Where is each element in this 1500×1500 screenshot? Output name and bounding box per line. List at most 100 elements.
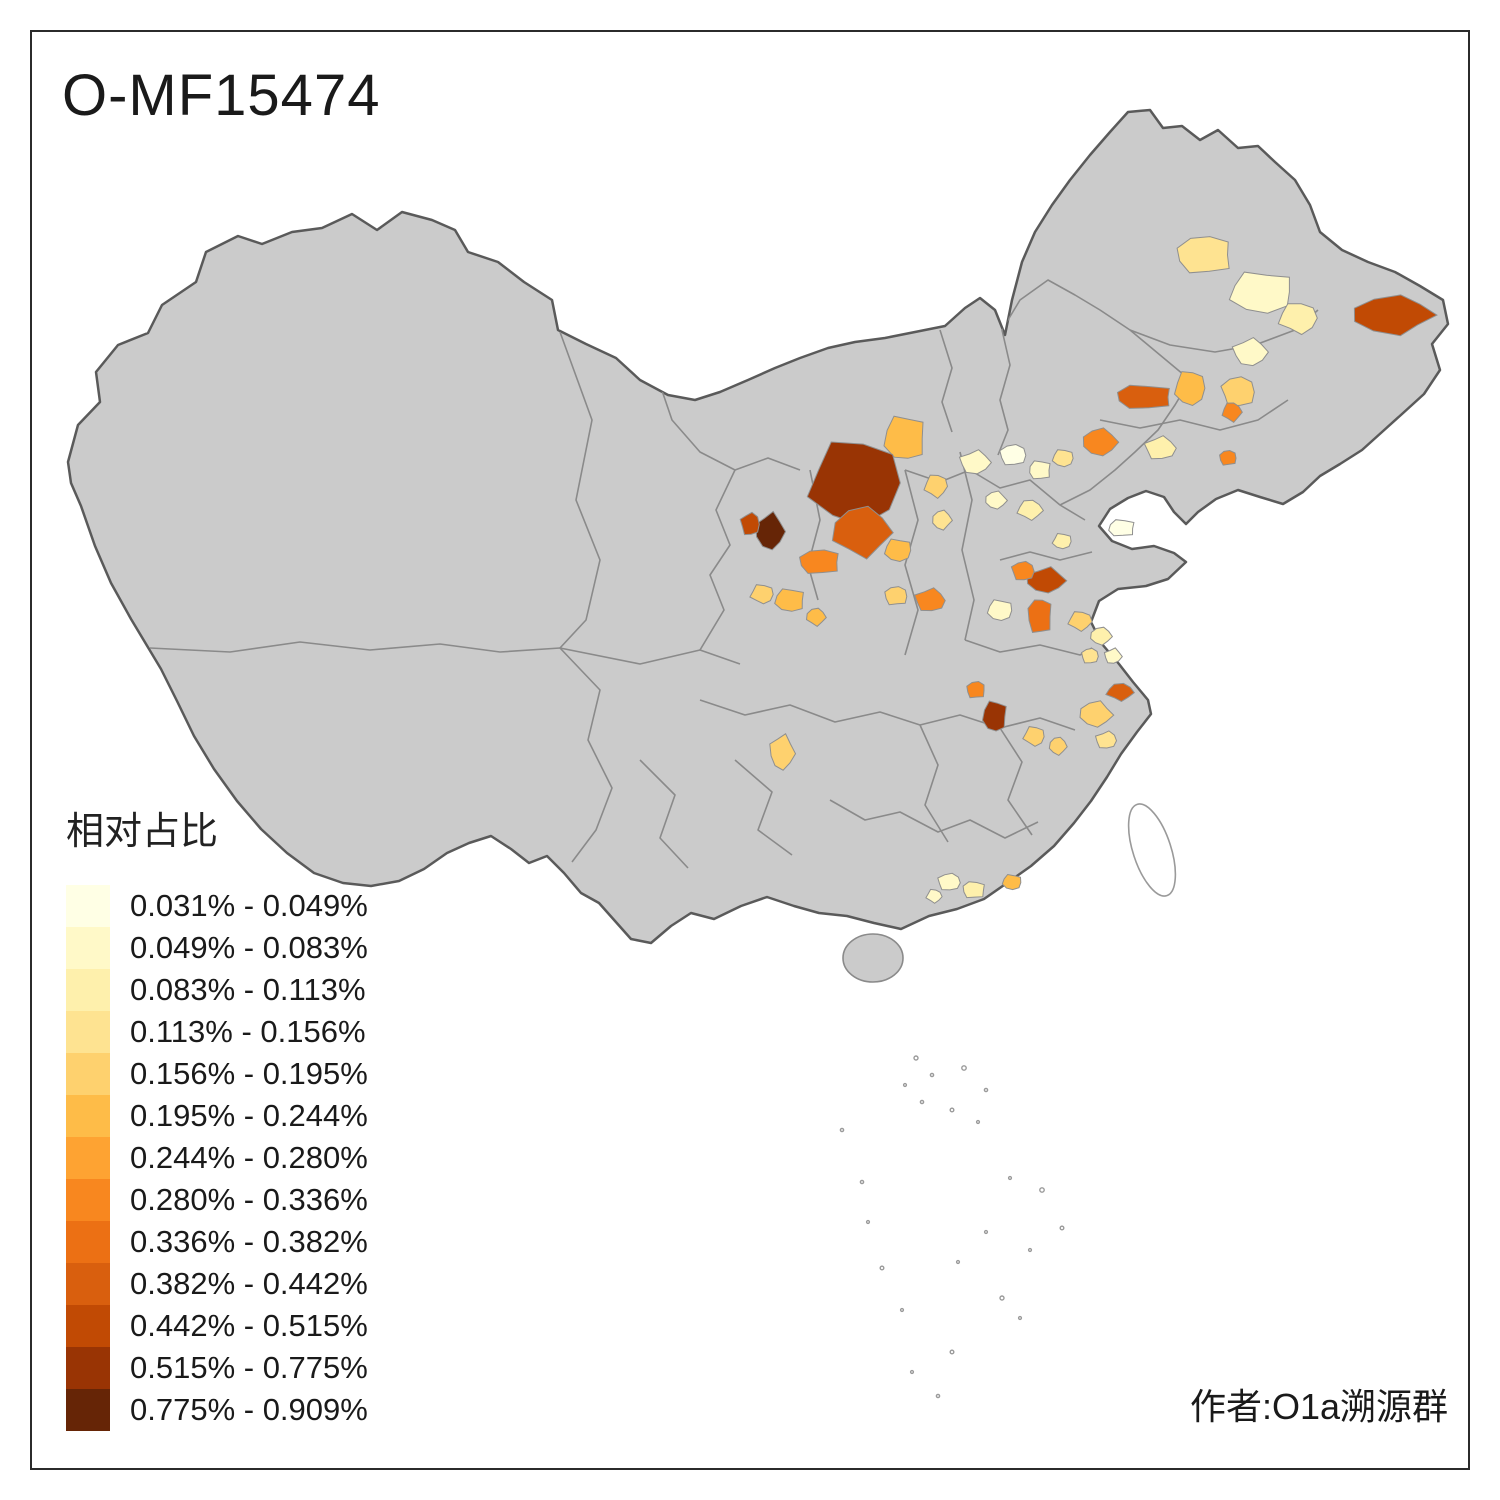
prefecture-region — [1173, 371, 1206, 407]
hainan-island — [842, 933, 904, 983]
legend-swatch — [66, 1095, 110, 1137]
prefecture-region — [1022, 726, 1045, 747]
prefecture-region — [1277, 303, 1318, 336]
legend-item: 0.442% - 0.515% — [66, 1305, 368, 1347]
prefecture-region — [925, 888, 943, 904]
legend-swatch — [66, 1263, 110, 1305]
prefecture-region — [774, 588, 804, 612]
legend: 相对占比 0.031% - 0.049% 0.049% - 0.083% 0.083… — [66, 800, 368, 1431]
legend-item: 0.195% - 0.244% — [66, 1095, 368, 1137]
prefecture-region — [883, 415, 924, 459]
prefecture-region — [799, 549, 839, 574]
prefecture-region — [937, 872, 961, 891]
legend-item: 0.775% - 0.909% — [66, 1389, 368, 1431]
prefecture-region — [805, 607, 827, 628]
legend-label: 0.775% - 0.909% — [130, 1392, 368, 1427]
legend-swatch — [66, 1011, 110, 1053]
legend-label: 0.113% - 0.156% — [130, 1014, 366, 1049]
prefecture-region — [986, 599, 1013, 622]
prefecture-region — [1079, 700, 1115, 728]
colored-prefectures — [739, 236, 1438, 904]
legend-item: 0.336% - 0.382% — [66, 1221, 368, 1263]
taiwan-island — [1127, 803, 1177, 897]
legend-label: 0.280% - 0.336% — [130, 1182, 368, 1217]
legend-swatch — [66, 885, 110, 927]
legend-label: 0.156% - 0.195% — [130, 1056, 368, 1091]
prefecture-region — [1081, 647, 1099, 664]
prefecture-region — [1001, 873, 1022, 891]
prefecture-region — [958, 449, 993, 475]
islands — [839, 803, 1177, 1399]
prefecture-region — [1176, 236, 1230, 274]
legend-swatch — [66, 1347, 110, 1389]
prefecture-region — [1105, 682, 1135, 702]
legend-item: 0.113% - 0.156% — [66, 1011, 368, 1053]
legend-label: 0.083% - 0.113% — [130, 972, 366, 1007]
legend-label: 0.515% - 0.775% — [130, 1350, 368, 1385]
prefecture-region — [1082, 427, 1120, 457]
prefecture-region — [1353, 294, 1438, 337]
prefecture-region — [1016, 499, 1045, 522]
prefecture-region — [1221, 402, 1243, 424]
legend-swatch — [66, 1179, 110, 1221]
prefecture-region — [769, 733, 797, 771]
legend-swatch — [66, 1305, 110, 1347]
south-china-sea-islets — [839, 1055, 1065, 1399]
prefecture-region — [884, 586, 908, 606]
legend-items: 0.031% - 0.049% 0.049% - 0.083% 0.083% - 0… — [66, 885, 368, 1431]
legend-item: 0.382% - 0.442% — [66, 1263, 368, 1305]
legend-label: 0.049% - 0.083% — [130, 930, 368, 965]
prefecture-region — [1027, 599, 1052, 633]
prefecture-region — [985, 490, 1009, 510]
prefecture-region — [1029, 460, 1051, 480]
legend-label: 0.244% - 0.280% — [130, 1140, 368, 1175]
prefecture-region — [1116, 384, 1170, 409]
prefecture-region — [1026, 566, 1068, 594]
legend-label: 0.195% - 0.244% — [130, 1098, 368, 1133]
prefecture-region — [1010, 560, 1035, 581]
prefecture-region — [1108, 519, 1135, 537]
prefecture-region — [1143, 435, 1177, 460]
legend-item: 0.031% - 0.049% — [66, 885, 368, 927]
legend-label: 0.336% - 0.382% — [130, 1224, 368, 1259]
prefecture-region — [1219, 449, 1237, 466]
prefecture-region — [749, 584, 774, 605]
prefecture-region — [1103, 647, 1123, 664]
prefecture-region — [999, 443, 1027, 466]
legend-item: 0.280% - 0.336% — [66, 1179, 368, 1221]
legend-label: 0.382% - 0.442% — [130, 1266, 368, 1301]
legend-label: 0.442% - 0.515% — [130, 1308, 368, 1343]
legend-item: 0.156% - 0.195% — [66, 1053, 368, 1095]
prefecture-region — [923, 474, 949, 500]
prefecture-region — [739, 511, 760, 536]
prefecture-region — [883, 538, 912, 563]
legend-swatch — [66, 1137, 110, 1179]
prefecture-region — [1231, 337, 1270, 367]
legend-swatch — [66, 1221, 110, 1263]
prefecture-region — [1048, 736, 1068, 757]
prefecture-region — [966, 680, 985, 699]
legend-item: 0.515% - 0.775% — [66, 1347, 368, 1389]
legend-swatch — [66, 927, 110, 969]
legend-item: 0.244% - 0.280% — [66, 1137, 368, 1179]
legend-item: 0.049% - 0.083% — [66, 927, 368, 969]
legend-label: 0.031% - 0.049% — [130, 888, 368, 923]
prefecture-region — [1220, 376, 1255, 407]
prefecture-region — [1094, 730, 1118, 749]
prefecture-region — [962, 881, 985, 899]
legend-item: 0.083% - 0.113% — [66, 969, 368, 1011]
legend-title: 相对占比 — [66, 811, 219, 853]
prefecture-region — [831, 505, 894, 560]
prefecture-region — [1228, 271, 1290, 314]
prefecture-region — [1051, 449, 1074, 468]
prefecture-region — [932, 509, 954, 531]
legend-swatch — [66, 1389, 110, 1431]
prefecture-region — [981, 700, 1007, 732]
map-title: O-MF15474 — [62, 63, 381, 128]
prefecture-region — [1090, 626, 1114, 646]
legend-swatch — [66, 1053, 110, 1095]
attribution: 作者:O1a溯源群 — [1189, 1386, 1448, 1427]
prefecture-region — [1067, 611, 1093, 633]
